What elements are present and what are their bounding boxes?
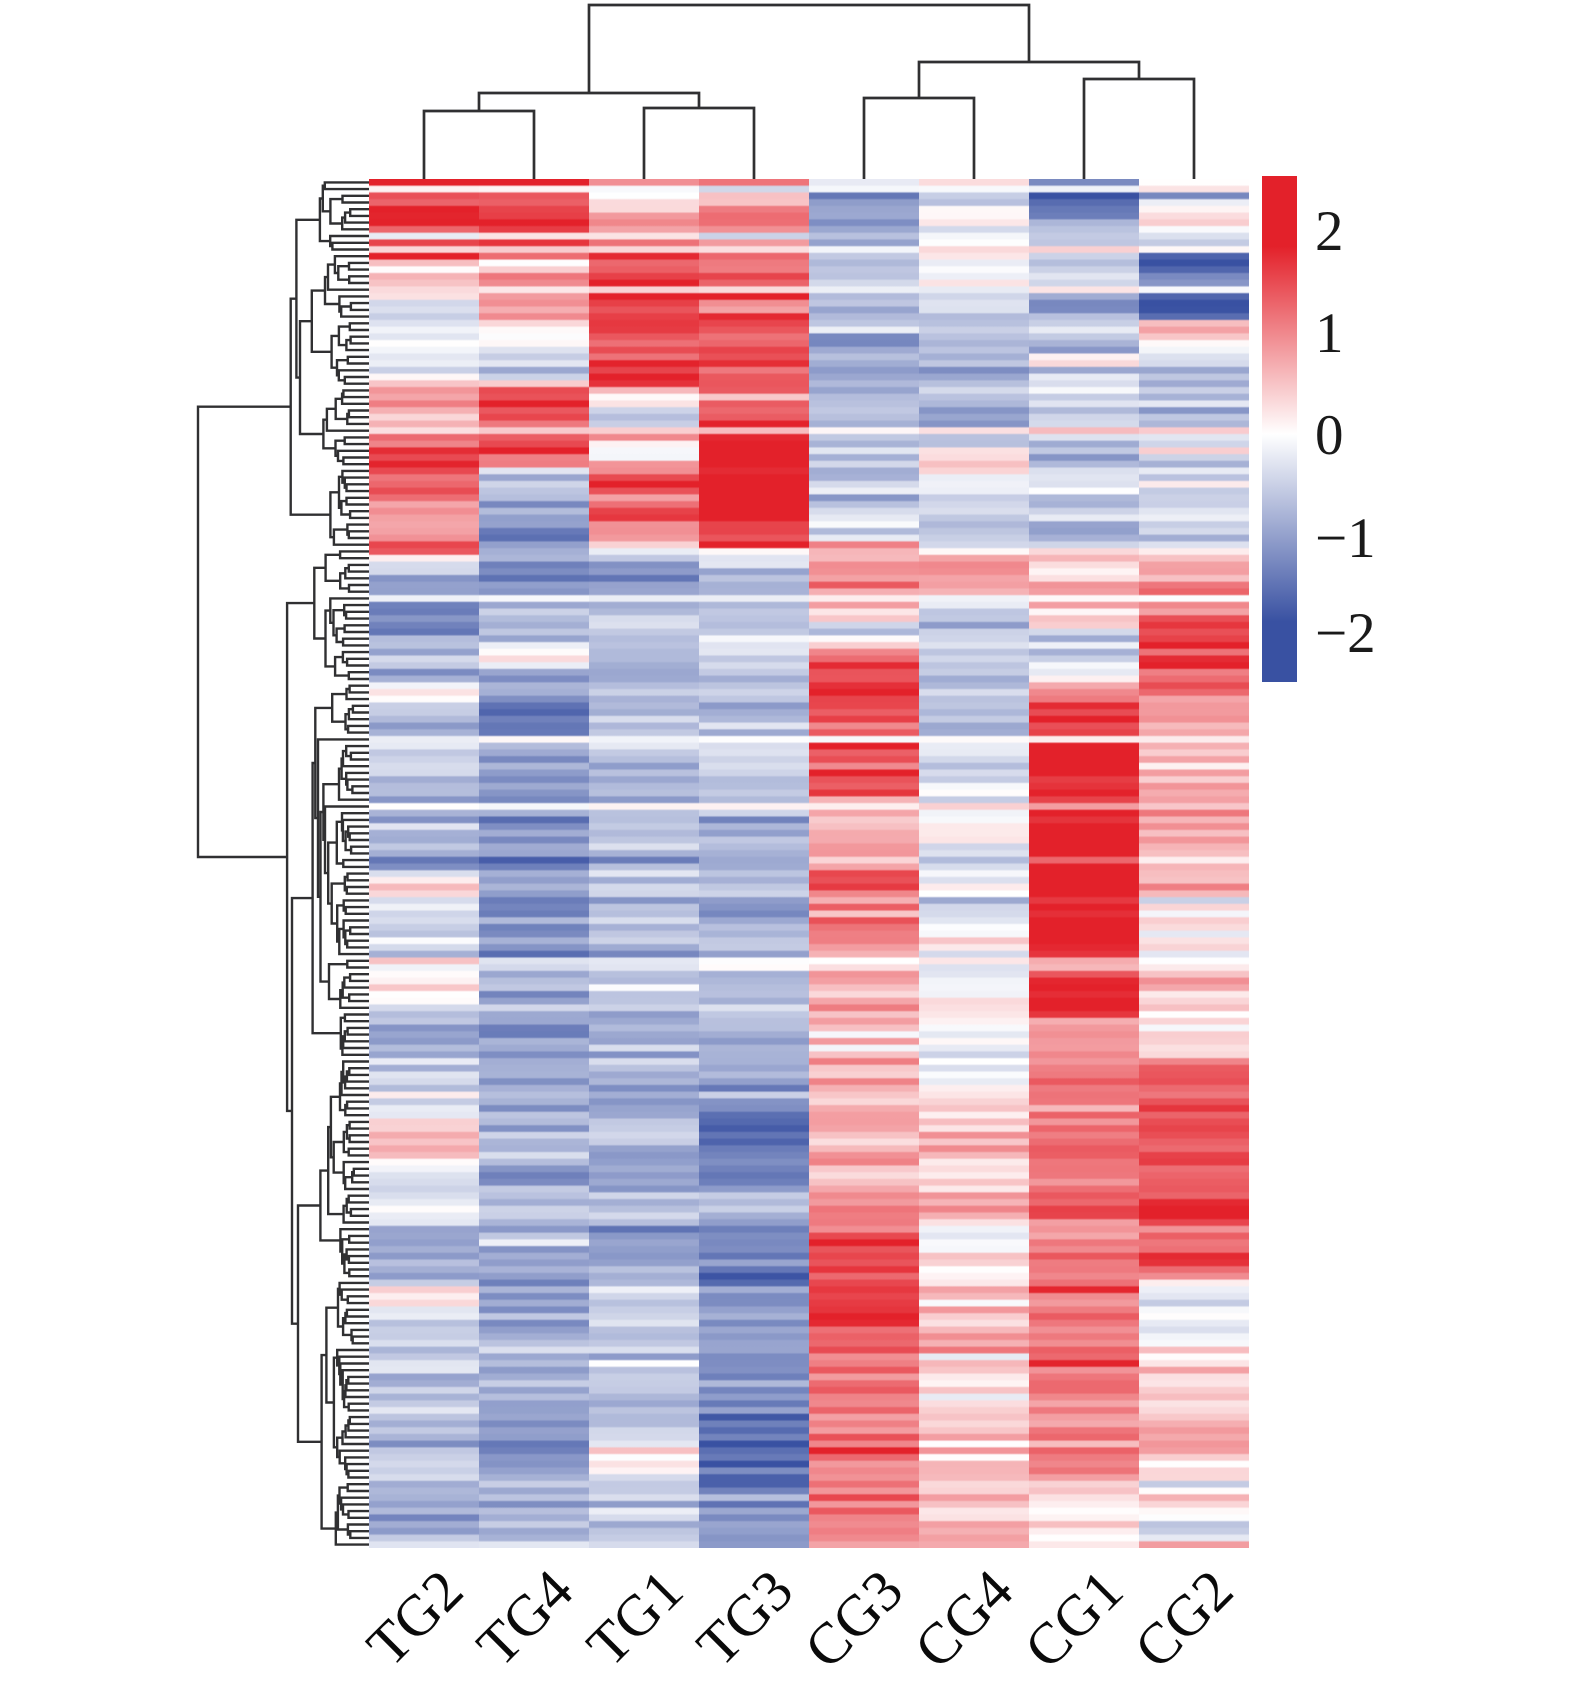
svg-text:0: 0 bbox=[1315, 404, 1344, 467]
svg-text:−1: −1 bbox=[1315, 507, 1376, 570]
svg-text:1: 1 bbox=[1315, 302, 1344, 365]
svg-text:2: 2 bbox=[1315, 200, 1344, 263]
svg-text:−2: −2 bbox=[1315, 602, 1376, 665]
